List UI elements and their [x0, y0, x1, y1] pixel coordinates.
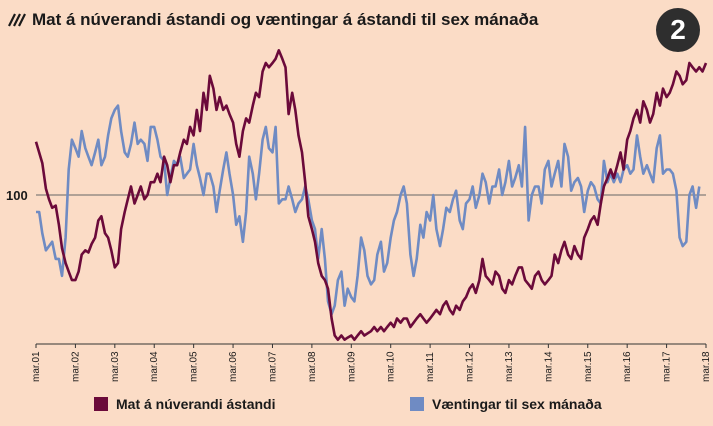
chart-legend: Mat á núverandi ástandi Væntingar til se…: [0, 396, 713, 420]
line-chart: 100 mar.01 mar.02 mar.03 mar.04 mar.05 mar.06…: [6, 48, 712, 382]
legend-item-expectations: Væntingar til sex mánaða: [410, 396, 602, 412]
chart-title-row: Mat á núverandi ástandi og væntingar á á…: [8, 6, 648, 34]
x-tick-label: mar.08: [307, 351, 318, 382]
x-tick-label: mar.07: [267, 351, 278, 382]
hatch-icon: [8, 13, 26, 27]
reference-line-label: 100: [6, 188, 28, 203]
x-tick-label: mar.10: [386, 351, 397, 382]
x-tick-label: mar.06: [228, 351, 239, 382]
legend-label-current: Mat á núverandi ástandi: [116, 396, 276, 412]
x-tick-label: mar.01: [31, 351, 42, 382]
x-tick-label: mar.16: [622, 351, 633, 382]
x-tick-label: mar.12: [465, 351, 476, 382]
x-tick-label: mar.05: [189, 351, 200, 382]
chart-title: Mat á núverandi ástandi og væntingar á á…: [32, 10, 539, 29]
x-tick-label: mar.14: [543, 351, 554, 382]
figure-number-badge: 2: [656, 8, 700, 52]
x-tick-label: mar.11: [425, 352, 436, 382]
legend-item-current: Mat á núverandi ástandi: [94, 396, 275, 412]
x-tick-label: mar.13: [504, 351, 515, 382]
series-line-current: [34, 48, 708, 342]
x-tick-label: mar.02: [70, 351, 81, 382]
legend-label-expectations: Væntingar til sex mánaða: [432, 396, 602, 412]
x-tick-label: mar.09: [346, 351, 357, 382]
x-tick-label: mar.15: [583, 351, 594, 382]
series-line-expectations: [36, 104, 701, 316]
legend-swatch-expectations: [410, 397, 424, 411]
x-tick-label: mar.04: [149, 351, 160, 382]
x-tick-label: mar.18: [701, 351, 712, 382]
x-tick-label: mar.17: [662, 351, 673, 382]
x-tick-label: mar.03: [110, 351, 121, 382]
legend-swatch-current: [94, 397, 108, 411]
